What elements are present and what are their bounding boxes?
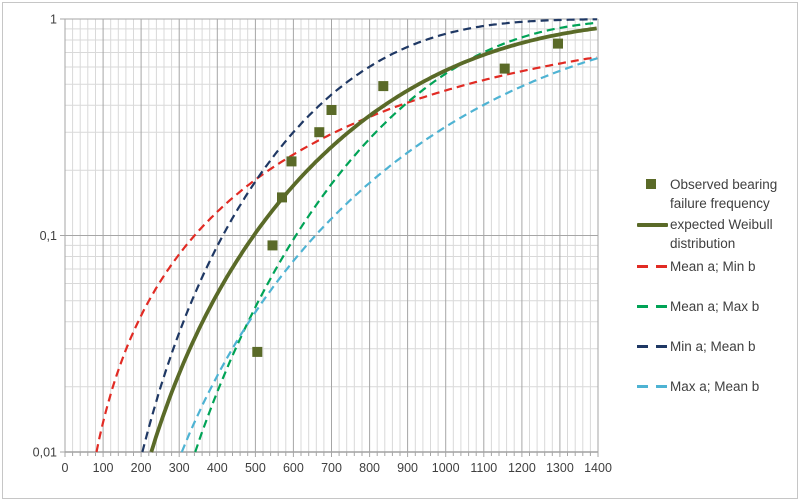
gridlines (64, 18, 599, 453)
dashed-line-marker-icon (637, 305, 667, 308)
x-tick-label: 0 (62, 461, 69, 475)
legend-item-observed-bearing-failure-frequency: Observed bearing failure frequency (637, 175, 800, 215)
legend-label: Mean a; Max b (670, 299, 760, 314)
legend-item-mean-a-min-b: Mean a; Min b (637, 255, 800, 295)
legend-label: Min a; Mean b (670, 339, 756, 354)
dashed-line-marker-icon (637, 265, 667, 268)
chart-legend: Observed bearing failure frequency expecte… (637, 175, 800, 415)
data-point (499, 63, 510, 74)
square-marker-icon (646, 179, 656, 189)
x-tick-label: 700 (321, 461, 342, 475)
x-tick-label: 400 (207, 461, 228, 475)
y-tick-labels: 1 0,1 0,01 (33, 13, 57, 460)
y-tick-label: 1 (50, 13, 57, 27)
curve-mean-a-max-b (194, 21, 598, 453)
data-point (326, 105, 337, 115)
x-tick-label: 500 (245, 461, 266, 475)
legend-label: Observed bearing failure frequency (670, 177, 778, 211)
data-point (378, 81, 389, 92)
curve-expected-weibull-distribution (149, 26, 597, 453)
x-tick-label: 900 (397, 461, 418, 475)
x-tick-label: 300 (169, 461, 190, 475)
legend-item-mean-a-max-b: Mean a; Max b (637, 295, 800, 335)
y-axis (60, 18, 65, 453)
solid-line-marker-icon (637, 223, 668, 227)
curve-max-a-mean-b (180, 57, 598, 453)
x-tick-label: 1400 (584, 461, 612, 475)
x-tick-label: 1200 (508, 461, 536, 475)
dashed-line-marker-icon (637, 385, 667, 388)
legend-label: Mean a; Min b (670, 259, 756, 274)
y-tick-label: 0,1 (40, 229, 57, 243)
legend-item-expected-weibull-distribution: expected Weibull distribution (637, 215, 800, 255)
x-tick-label: 1100 (470, 461, 497, 475)
x-tick-label: 600 (283, 461, 304, 475)
x-axis (64, 451, 599, 457)
data-point (553, 38, 563, 49)
legend-item-min-a-mean-b: Min a; Mean b (637, 335, 800, 375)
y-tick-label: 0,01 (33, 446, 57, 460)
dashed-line-marker-icon (637, 345, 667, 348)
x-tick-label: 1000 (432, 461, 460, 475)
x-tick-label: 100 (93, 461, 114, 475)
curve-mean-a-min-b (95, 56, 597, 453)
x-tick-labels: 0 100 200 300 400 500 600 700 800 900 1000 1100 1200… (62, 461, 612, 475)
x-tick-label: 800 (359, 461, 380, 475)
data-point (252, 346, 263, 357)
data-point (267, 240, 278, 251)
data-point (277, 192, 287, 203)
curve-min-a-mean-b (141, 18, 597, 453)
x-tick-label: 1300 (546, 461, 574, 475)
legend-item-max-a-mean-b: Max a; Mean b (637, 375, 800, 415)
x-tick-label: 200 (131, 461, 152, 475)
data-point (314, 127, 325, 138)
data-point (286, 156, 297, 167)
scatter-observed-bearing-failure-frequency (252, 38, 563, 357)
legend-label: expected Weibull distribution (670, 217, 773, 251)
legend-label: Max a; Mean b (670, 379, 760, 394)
